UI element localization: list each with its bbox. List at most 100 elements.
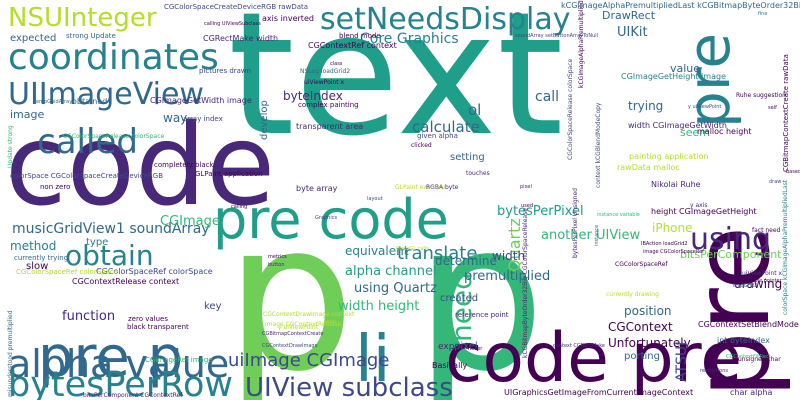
word-cloud-term: CGContextDrawImage — [262, 343, 318, 349]
word-cloud-term: call — [535, 89, 560, 105]
word-cloud-term: key — [204, 301, 222, 312]
word-cloud-term: GLPaint example — [395, 184, 446, 191]
word-cloud-term: premultiplied — [464, 269, 551, 284]
word-cloud-term: used — [521, 203, 534, 209]
word-cloud-term: alpha channel — [345, 264, 437, 279]
word-cloud-term: obtained — [72, 97, 108, 106]
word-cloud-term: bytesPerRow — [8, 365, 233, 400]
word-cloud-term: code — [5, 101, 276, 231]
word-cloud-term: using — [690, 222, 772, 257]
word-cloud-term: translate — [397, 243, 478, 264]
word-cloud-term: y axis — [690, 202, 708, 209]
word-cloud-term: CGColorSpaceRef colorSpace — [96, 267, 213, 276]
word-cloud-term: bitsPerComponent — [680, 248, 782, 261]
word-cloud-term: CGBitmapContextCreate rawData — [782, 54, 790, 172]
word-cloud-term: develop — [259, 100, 270, 140]
word-cloud-term: CGColorSpaceRelease colorSpace — [567, 58, 574, 160]
word-cloud-term: blend mode — [339, 32, 381, 40]
word-cloud-term: painting application — [629, 152, 709, 161]
word-cloud-term: image CGContextRelease — [265, 321, 342, 328]
word-cloud-term: alpha value — [8, 342, 230, 386]
word-cloud-term: strong Update — [66, 32, 116, 40]
word-cloud-term: Nikolai Ruhe — [651, 180, 701, 189]
word-cloud-term: restrictions — [700, 368, 728, 374]
word-cloud-term: iPhone — [652, 221, 693, 235]
word-cloud-term: image CGColorSpaceRef — [643, 249, 704, 255]
word-cloud-term: CGImageGetWidth image — [150, 96, 252, 105]
word-cloud-term: UIGraphicsGetImageFromCurrentImageContex… — [504, 388, 694, 397]
word-cloud-term: unsigned char — [738, 356, 781, 363]
word-cloud-term: width — [492, 249, 526, 263]
word-cloud-term: malloc height — [697, 127, 752, 136]
word-cloud-term: code pre — [445, 319, 743, 398]
word-cloud-term: uiViewPoint x — [304, 79, 345, 86]
word-cloud-term: clicked — [411, 142, 432, 149]
word-cloud-term: called — [37, 122, 138, 162]
word-cloud-term: CGContextSetBlendMode context — [698, 320, 800, 329]
word-cloud-term: soundArray setButtonArrayToNull — [515, 33, 599, 39]
word-cloud-term: p — [225, 179, 356, 400]
word-cloud-term: width CGImageGetWidth — [628, 121, 727, 130]
word-cloud-term: p — [415, 179, 546, 400]
word-cloud-term: slow — [26, 261, 49, 272]
word-cloud-term: variable pointer — [742, 278, 782, 284]
word-cloud-term: CGContextRef context — [308, 41, 397, 50]
word-cloud-term: calling — [231, 204, 248, 210]
word-cloud-term: fact need — [752, 227, 781, 234]
word-cloud-term: reference point — [455, 311, 509, 319]
word-cloud-term: pre p — [38, 325, 184, 390]
word-cloud-term: CGContextRelease context — [72, 277, 180, 286]
word-cloud-term: UIImageView — [8, 77, 204, 112]
word-cloud-term: touches — [466, 170, 490, 177]
word-cloud-term: another UIView — [541, 228, 641, 243]
word-cloud-term: width height — [338, 299, 420, 314]
word-cloud-term: Unfortunately — [608, 336, 691, 350]
word-cloud-term: save — [324, 319, 336, 325]
word-cloud-term: context CGRectMake — [553, 343, 606, 349]
word-cloud-term: int byteIndex — [717, 336, 770, 345]
word-cloud-term: value — [670, 62, 701, 75]
word-cloud-term: completely black — [154, 161, 214, 169]
word-cloud-term: CGContextFillRect — [726, 354, 771, 360]
word-cloud-term: bytesPerPixel — [497, 204, 584, 219]
word-cloud-term: CGColorSpaceRef — [615, 261, 668, 268]
word-cloud-term: way — [163, 111, 188, 125]
word-cloud-term: method — [10, 239, 57, 253]
word-cloud-term: context kCGBlendModeCopy — [595, 102, 602, 189]
word-cloud-term: expect — [438, 342, 469, 352]
word-cloud-term: created — [440, 293, 479, 304]
word-cloud-term: colorSpace kCGImageAlphaPremultipliedLas… — [782, 179, 789, 315]
word-cloud-term: bitsPerComponent CGContextRef — [83, 392, 183, 399]
word-cloud-term: pre code — [213, 188, 449, 251]
word-cloud-term: CGImage — [160, 214, 220, 229]
word-cloud-term: y uiViewPoint — [278, 324, 319, 331]
word-cloud-term: layout — [367, 196, 383, 202]
word-cloud-term: byteIndex — [283, 89, 343, 103]
word-cloud-term: RGBA byte — [426, 184, 459, 191]
word-cloud-term: GLPaint application — [195, 170, 263, 178]
word-cloud-term: DrawRect — [602, 9, 656, 22]
word-cloud-term: OpenGL calls — [396, 246, 429, 252]
word-cloud-term: CGContext — [608, 320, 673, 334]
word-cloud-term: y uiViewPoint — [688, 104, 722, 110]
word-cloud-term: type — [86, 237, 109, 248]
word-cloud-term: porting — [624, 351, 660, 362]
word-cloud-term: UIView subclass — [245, 373, 453, 400]
word-cloud-term: expected — [10, 33, 57, 44]
word-cloud-term: position — [624, 304, 672, 318]
word-cloud-term: zero values — [128, 315, 168, 323]
word-cloud-term: function — [62, 309, 116, 324]
word-cloud-term: instance variable — [597, 212, 640, 218]
word-cloud-term: setting — [450, 152, 485, 163]
word-cloud-term: setNeedsDisplay — [320, 2, 571, 37]
word-cloud-term: NSLog loadGrid2 — [300, 68, 351, 75]
word-cloud-term: CGContextDrawImage context — [263, 311, 355, 318]
word-cloud-term: CGColorSpaceRelease colorSpace — [63, 133, 165, 140]
word-cloud-term: drawing — [734, 277, 783, 291]
word-cloud-term: kCGBitmapByteOrder32Big CGColorSpaceRele… — [522, 208, 529, 358]
word-cloud-term: class — [330, 61, 343, 67]
word-cloud-term: CGRectMake width — [203, 34, 279, 43]
word-cloud-term: CGColorSpaceRef colorSpace — [16, 268, 119, 276]
word-cloud-term: uiImage CGImage — [228, 350, 390, 371]
